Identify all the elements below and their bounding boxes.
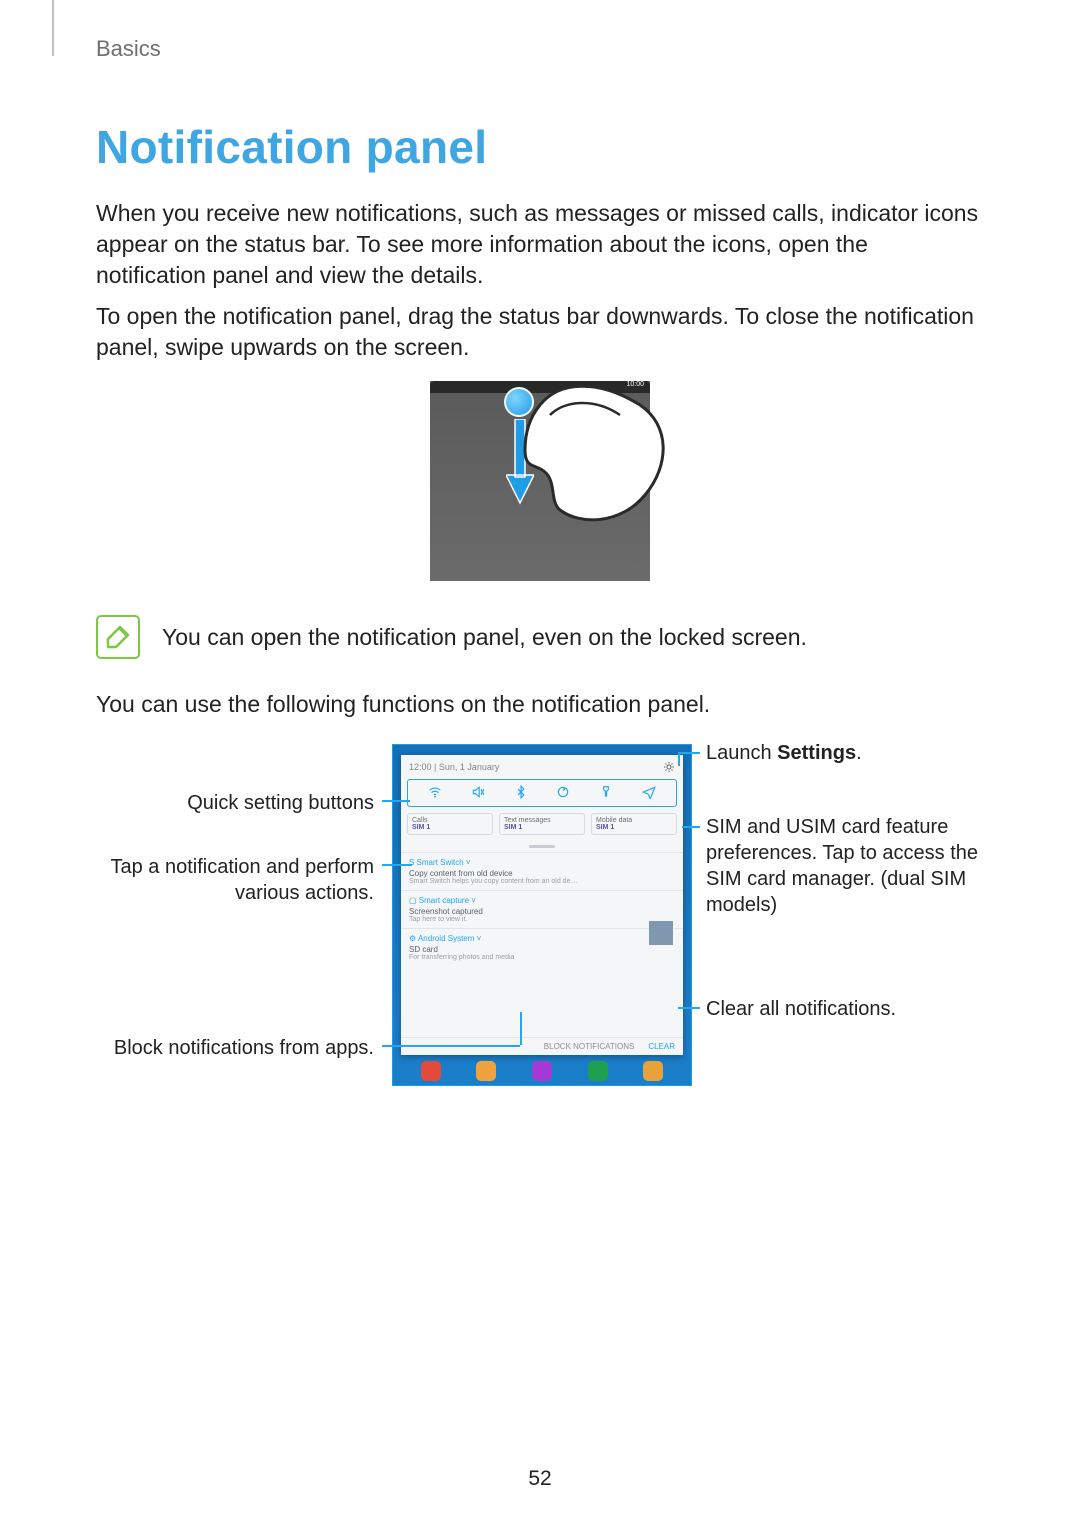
annotated-figure: 12:00 | Sun, 1 January CallsSIM 1 Text m… — [96, 744, 984, 1104]
sim-data-label: Mobile data — [596, 817, 672, 824]
paragraph-2: To open the notification panel, drag the… — [96, 301, 984, 363]
header-rule — [52, 0, 54, 56]
wifi-icon — [427, 784, 443, 800]
notification-2-subtitle: Tap here to view it. — [409, 916, 675, 923]
callout-tap-notification-1: Tap a notification and perform — [111, 856, 375, 878]
callout-launch-pre: Launch — [706, 742, 777, 764]
notification-2-app: ▢ Smart capture ˅ — [409, 896, 675, 905]
notification-1-app: S Smart Switch ˅ — [409, 858, 675, 867]
callout-clear: Clear all notifications. — [706, 996, 896, 1022]
dock-app-icon — [643, 1061, 663, 1081]
swipe-illustration: 10:00 — [430, 381, 650, 581]
airplane-icon — [641, 784, 657, 800]
lead-text: You can use the following functions on t… — [96, 691, 984, 718]
rotate-icon — [555, 784, 571, 800]
sim-calls-value: SIM 1 — [412, 824, 430, 831]
sim-preferences-row: CallsSIM 1 Text messagesSIM 1 Mobile dat… — [401, 807, 683, 841]
sim-data-value: SIM 1 — [596, 824, 614, 831]
dock-app-icon — [532, 1061, 552, 1081]
callout-tap-notification-2: various actions. — [235, 882, 374, 904]
notification-2: ▢ Smart capture ˅ Screenshot captured Ta… — [401, 890, 683, 928]
notification-3: ⚙ Android System ˅ SD card For transferr… — [401, 928, 683, 966]
callout-sim-4: models) — [706, 894, 777, 916]
hand-icon — [470, 375, 670, 545]
clear-button: CLEAR — [648, 1042, 675, 1051]
note-icon — [96, 615, 140, 659]
callout-block-notifications: Block notifications from apps. — [114, 1035, 374, 1061]
callout-launch-bold: Settings — [777, 742, 856, 764]
callout-sim-1: SIM and USIM card feature — [706, 816, 948, 838]
sim-texts-label: Text messages — [504, 817, 580, 824]
notification-3-app: ⚙ Android System ˅ — [409, 934, 675, 943]
notification-1-subtitle: Smart Switch helps you copy content from… — [409, 878, 675, 885]
screenshot-thumb — [649, 921, 673, 945]
block-notifications-button: BLOCK NOTIFICATIONS — [544, 1042, 635, 1051]
notification-1-title: Copy content from old device — [409, 869, 675, 878]
callout-sim-3: SIM card manager. (dual SIM — [706, 868, 966, 890]
dock-app-icon — [588, 1061, 608, 1081]
bluetooth-icon — [513, 784, 529, 800]
page-title: Notification panel — [96, 120, 984, 174]
paragraph-1: When you receive new notifications, such… — [96, 198, 984, 291]
phone-screenshot: 12:00 | Sun, 1 January CallsSIM 1 Text m… — [392, 744, 692, 1086]
callout-quick-settings: Quick setting buttons — [187, 790, 374, 816]
gear-icon — [663, 761, 675, 773]
note-text: You can open the notification panel, eve… — [162, 624, 807, 651]
page-number: 52 — [0, 1467, 1080, 1491]
quick-settings-row — [407, 779, 677, 807]
callout-launch-post: . — [856, 742, 862, 764]
notification-3-subtitle: For transferring photos and media — [409, 954, 675, 961]
notification-3-title: SD card — [409, 945, 675, 954]
flashlight-icon — [598, 784, 614, 800]
sim-calls-label: Calls — [412, 817, 488, 824]
dock-app-icon — [421, 1061, 441, 1081]
dock-app-icon — [476, 1061, 496, 1081]
breadcrumb: Basics — [96, 36, 161, 62]
notification-1: S Smart Switch ˅ Copy content from old d… — [401, 852, 683, 890]
notification-2-title: Screenshot captured — [409, 907, 675, 916]
panel-time-date: 12:00 | Sun, 1 January — [409, 762, 499, 772]
sim-texts-value: SIM 1 — [504, 824, 522, 831]
callout-sim-2: preferences. Tap to access the — [706, 842, 978, 864]
mute-icon — [470, 784, 486, 800]
